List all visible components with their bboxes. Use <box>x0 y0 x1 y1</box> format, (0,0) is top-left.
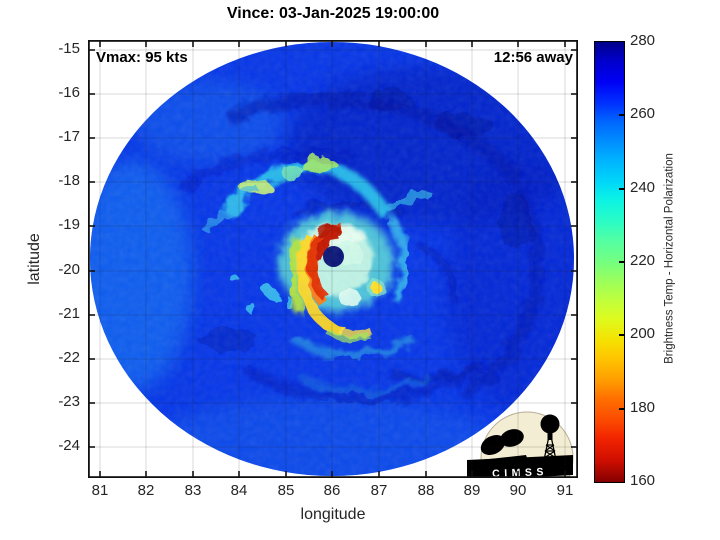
x-tick-label: 88 <box>417 482 435 499</box>
y-tick-labels: -15 -16 -17 -18 -19 -20 -21 -22 -23 -24 <box>0 40 82 478</box>
grid-lines <box>88 40 578 478</box>
x-tick-label: 89 <box>463 482 481 499</box>
y-tick-label: -21 <box>58 305 80 322</box>
colorbar-tick-mark <box>619 334 624 336</box>
colorbar-tick-mark <box>619 261 624 263</box>
sensor-noise-texture <box>90 42 574 476</box>
y-tick-label: -22 <box>58 349 80 366</box>
eta-annotation: 12:56 away <box>493 49 573 66</box>
water-tower-icon <box>540 414 560 466</box>
x-axis-label: longitude <box>300 506 366 523</box>
x-tick-label: 91 <box>556 482 574 499</box>
vmax-annotation: Vmax: 95 kts <box>96 49 188 66</box>
x-tick-label: 85 <box>277 482 295 499</box>
x-tick-label: 90 <box>509 482 527 499</box>
y-tick-label: -15 <box>58 40 80 57</box>
colorbar-tick-label: 200 <box>630 325 656 342</box>
colorbar-tick-label: 260 <box>630 105 656 122</box>
x-tick-label: 87 <box>370 482 388 499</box>
colorbar-tick-label: 160 <box>630 472 656 489</box>
x-tick-label: 82 <box>137 482 155 499</box>
colorbar-axis-label: Brightness Temp - Horizontal Polarizatio… <box>663 153 676 364</box>
y-tick-label: -17 <box>58 128 80 145</box>
y-tick-label: -23 <box>58 393 80 410</box>
colorbar-tick-mark <box>619 408 624 410</box>
colorbar-tick-label: 220 <box>630 252 656 269</box>
x-tick-labels: 81 82 83 84 85 86 87 88 89 90 91 <box>88 482 578 502</box>
axes-box <box>87 39 579 479</box>
y-tick-label: -19 <box>58 216 80 233</box>
x-tick-label: 84 <box>230 482 248 499</box>
colorbar <box>594 41 625 483</box>
y-tick-label: -16 <box>58 84 80 101</box>
colorbar-tick-label: 180 <box>630 399 656 416</box>
colorbar-tick-mark <box>619 188 624 190</box>
colorbar-tick-labels: 280 260 240 220 200 180 160 <box>630 32 690 489</box>
plot-area: CIMSS Vmax: 95 kts 12:56 away <box>87 39 579 505</box>
x-tick-label: 81 <box>91 482 109 499</box>
y-tick-label: -18 <box>58 172 80 189</box>
colorbar-tick-label: 280 <box>630 32 656 49</box>
x-tick-label: 83 <box>184 482 202 499</box>
storm-heatmap: CIMSS <box>87 39 579 505</box>
colorbar-tick-marks <box>595 42 624 482</box>
y-tick-label: -24 <box>58 437 80 454</box>
figure-title: Vince: 03-Jan-2025 19:00:00 <box>226 5 440 22</box>
y-axis-label: latitude <box>26 233 43 285</box>
colorbar-tick-mark <box>619 114 624 116</box>
colorbar-tick-label: 240 <box>630 179 656 196</box>
logo-banner <box>467 455 573 481</box>
y-tick-label: -20 <box>58 261 80 278</box>
swath-disc <box>90 42 574 476</box>
x-tick-label: 86 <box>323 482 341 499</box>
